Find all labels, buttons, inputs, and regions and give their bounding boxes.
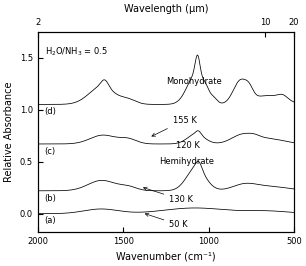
Text: Hemihydrate: Hemihydrate	[159, 157, 214, 166]
Y-axis label: Relative Absorbance: Relative Absorbance	[4, 82, 14, 182]
Text: 130 K: 130 K	[144, 187, 193, 204]
Text: 155 K: 155 K	[152, 116, 196, 136]
X-axis label: Wavelength (μm): Wavelength (μm)	[124, 4, 208, 14]
Text: 120 K: 120 K	[176, 141, 200, 149]
Text: 50 K: 50 K	[145, 213, 188, 229]
X-axis label: Wavenumber (cm⁻¹): Wavenumber (cm⁻¹)	[116, 252, 216, 262]
Text: (a): (a)	[45, 217, 56, 226]
Text: (c): (c)	[45, 147, 56, 156]
Text: Monohydrate: Monohydrate	[166, 77, 222, 86]
Text: H$_2$O/NH$_3$ = 0.5: H$_2$O/NH$_3$ = 0.5	[45, 45, 108, 58]
Text: (b): (b)	[45, 194, 56, 203]
Text: (d): (d)	[45, 107, 56, 116]
